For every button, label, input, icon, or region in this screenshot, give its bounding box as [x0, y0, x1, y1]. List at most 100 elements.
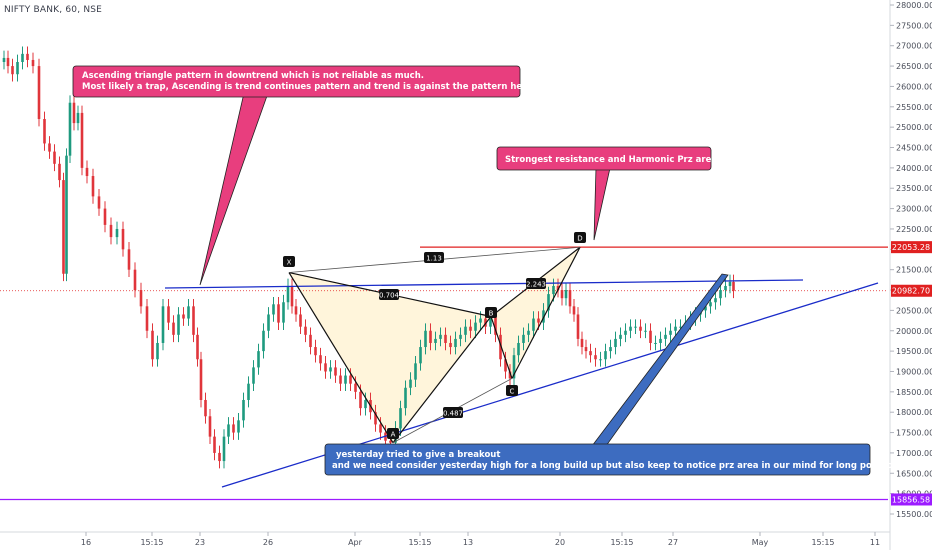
- ratio-label-bg: [424, 252, 444, 263]
- candle-body: [374, 412, 377, 425]
- price-tick-label: 23500.00: [896, 184, 932, 193]
- time-tick-label: 15:15: [408, 538, 431, 547]
- candle-body: [85, 167, 89, 177]
- candle-body: [719, 290, 722, 299]
- candle-body: [329, 367, 332, 372]
- price-tick-label: 23000.00: [896, 205, 932, 214]
- candle-body: [424, 330, 427, 348]
- harmonic-leg-XA: [288, 272, 394, 444]
- candle-body: [339, 375, 342, 384]
- candle-body: [192, 306, 195, 335]
- price-tick-label: 27500.00: [896, 21, 932, 30]
- candle-body: [504, 359, 507, 372]
- candle-body: [429, 330, 432, 343]
- candle-body: [277, 304, 280, 323]
- candle-body: [589, 351, 592, 356]
- candle-body: [282, 302, 285, 323]
- price-label: 15856.58: [892, 495, 930, 504]
- candle-body: [21, 53, 24, 63]
- time-tick-label: 15:15: [811, 538, 834, 547]
- candle-body: [489, 316, 492, 327]
- time-tick-label: 20: [555, 538, 565, 547]
- candle-body: [414, 363, 417, 380]
- candle-body: [659, 338, 662, 343]
- candle-body: [182, 314, 185, 319]
- candle-body: [594, 355, 597, 360]
- candle-body: [72, 102, 76, 124]
- price-tick-label: 22500.00: [896, 225, 932, 234]
- candle-body: [290, 285, 294, 307]
- candle-body: [419, 347, 422, 364]
- candle-body: [43, 119, 46, 144]
- price-tick-label: 21500.00: [896, 266, 932, 275]
- candle-body: [552, 285, 555, 295]
- candle-body: [704, 306, 707, 311]
- candle-body: [537, 318, 540, 323]
- candle-body: [267, 314, 270, 331]
- candle-body: [299, 314, 302, 327]
- candle-body: [139, 290, 143, 307]
- candle-body: [286, 285, 290, 303]
- candle-body: [172, 322, 175, 335]
- candle-body: [145, 306, 149, 331]
- candle-body: [237, 420, 240, 433]
- harmonic-point-bg: [387, 428, 399, 439]
- candle-body: [679, 326, 682, 328]
- candle-body: [76, 112, 80, 124]
- ratio-label: 0.487: [443, 410, 463, 418]
- harmonic-leg-AB: [392, 316, 492, 444]
- price-tick-label: 27000.00: [896, 42, 932, 51]
- triangle-note-pointer: [199, 92, 269, 286]
- symbol-title: NIFTY BANK, 60, NSE: [4, 5, 103, 15]
- candle-body: [208, 416, 212, 437]
- ratio-label: 1.13: [426, 255, 442, 263]
- candle-body: [68, 102, 72, 156]
- price-tick-label: 26500.00: [896, 62, 932, 71]
- candle-body: [314, 347, 317, 356]
- harmonic-point-label-C: C: [510, 388, 515, 396]
- candle-body: [517, 342, 520, 356]
- candle-body: [37, 66, 41, 120]
- candle-body: [97, 196, 101, 209]
- time-tick-label: 23: [195, 538, 205, 547]
- candle-body: [294, 306, 298, 315]
- candle-body: [227, 424, 230, 437]
- candle-body: [65, 155, 68, 274]
- candle-body: [568, 290, 572, 307]
- candle-body: [664, 334, 667, 339]
- candle-body: [399, 408, 402, 429]
- harmonic-leg-CD: [511, 247, 581, 379]
- price-label-bg: [891, 493, 932, 506]
- triangle-note-box: [72, 65, 521, 98]
- price-tick-label: 19000.00: [896, 367, 932, 376]
- candle-body: [6, 57, 10, 67]
- price-tick-label: 20000.00: [896, 327, 932, 336]
- price-axis: 15500.0016000.0016500.0017000.0017500.00…: [890, 1, 932, 519]
- harmonic-point-label-A: A: [391, 431, 396, 439]
- candle-body: [252, 367, 255, 384]
- candle-body: [218, 452, 221, 462]
- resistance-note-pointer: [593, 167, 611, 241]
- ratio-label: 0.704: [379, 292, 400, 300]
- candle-body: [91, 176, 95, 197]
- harmonic-xab-fill: [289, 272, 491, 443]
- candle-body: [639, 326, 642, 331]
- candle-body: [115, 228, 119, 238]
- candle-body: [469, 326, 472, 331]
- candle-body: [404, 387, 407, 409]
- harmonic-point-bg: [283, 256, 295, 267]
- candle-body: [213, 436, 216, 453]
- candle-body: [619, 334, 622, 339]
- candle-body: [560, 290, 564, 299]
- candle-body: [349, 375, 352, 384]
- candle-body: [364, 399, 367, 409]
- triangle-note-line2: Most likely a trap, Ascending is trend c…: [82, 82, 542, 92]
- candle-body: [449, 342, 452, 348]
- candle-body: [167, 306, 170, 323]
- candle-body: [80, 112, 84, 168]
- candle-body: [439, 334, 442, 339]
- candle-body: [556, 285, 560, 291]
- harmonic-point-label-D: D: [577, 235, 582, 243]
- candle-body: [48, 143, 51, 152]
